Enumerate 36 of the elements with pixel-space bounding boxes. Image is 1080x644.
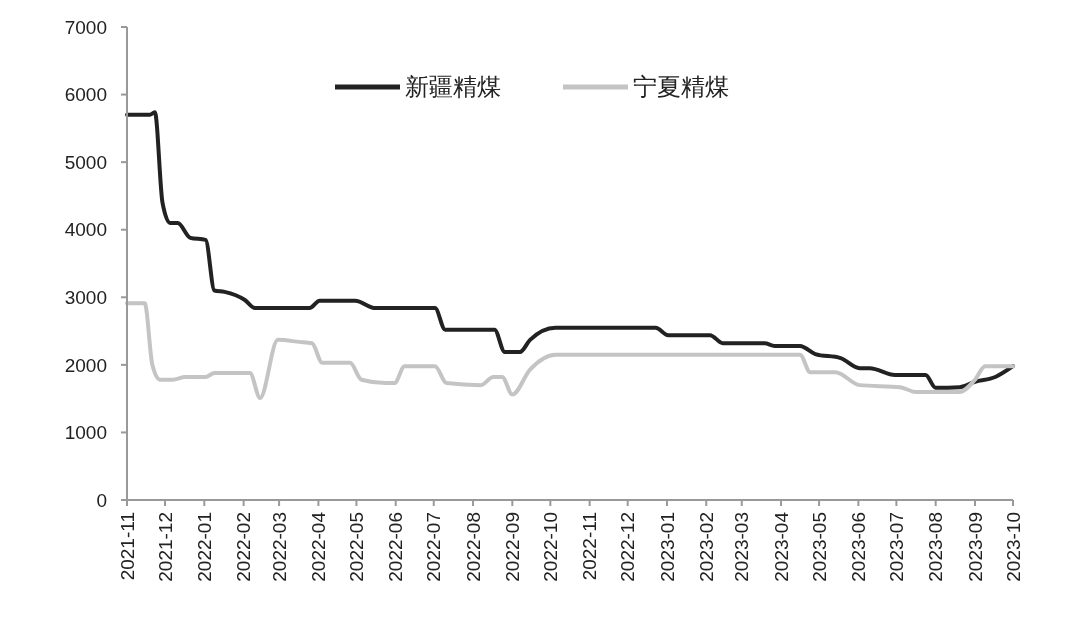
x-tick-label: 2022-10 xyxy=(540,512,561,582)
y-tick-label: 1000 xyxy=(64,422,107,444)
x-tick-label: 2023-04 xyxy=(770,511,792,582)
x-tick-label: 2023-06 xyxy=(848,512,870,582)
x-tick-label: 2022-03 xyxy=(268,512,290,582)
line-series xyxy=(125,301,1015,400)
x-tick-label: 2022-01 xyxy=(193,512,215,582)
x-tick-label: 2022-09 xyxy=(501,512,523,582)
y-tick-label: 5000 xyxy=(64,151,107,173)
y-tick-label: 4000 xyxy=(64,219,107,241)
x-tick-label: 2022-12 xyxy=(617,512,639,582)
x-tick-label: 2023-08 xyxy=(925,512,947,582)
x-tick-label: 2023-01 xyxy=(656,512,678,582)
y-tick-label: 3000 xyxy=(64,286,107,308)
x-tick-label: 2022-02 xyxy=(233,512,255,582)
y-tick-label: 7000 xyxy=(64,16,107,38)
x-tick-label: 2023-03 xyxy=(731,512,753,582)
x-tick-label: 2023-02 xyxy=(695,512,717,582)
x-tick-label: 2023-10 xyxy=(1002,512,1024,582)
x-tick-label: 2022-06 xyxy=(385,512,407,582)
x-tick-label: 2023-09 xyxy=(964,512,986,582)
legend-label: 宁夏精煤 xyxy=(633,73,729,101)
x-tick-label: 2022-07 xyxy=(423,512,445,582)
x-tick-label: 2023-07 xyxy=(886,512,908,582)
x-tick-label: 2021-12 xyxy=(154,512,176,582)
x-tick-label: 2022-08 xyxy=(462,512,484,582)
x-tick-label: 2023-05 xyxy=(808,512,830,582)
x-tick-label: 2022-05 xyxy=(346,512,368,582)
legend-label: 新疆精煤 xyxy=(405,73,501,101)
y-tick-label: 0 xyxy=(96,489,107,511)
x-tick-label: 2022-11 xyxy=(579,512,601,581)
line-series xyxy=(125,110,1015,390)
y-tick-label: 6000 xyxy=(64,84,107,106)
y-tick-label: 2000 xyxy=(64,354,107,376)
x-tick-label: 2022-04 xyxy=(308,511,330,582)
x-tick-label: 2021-11 xyxy=(116,512,138,581)
